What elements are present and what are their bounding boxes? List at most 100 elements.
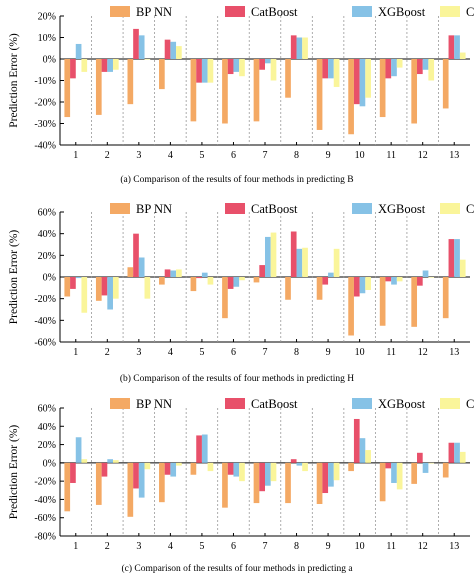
- bar-cnn-2: [112, 59, 119, 70]
- bar-bp-nn-6: [222, 277, 228, 319]
- legend-label: CatBoost: [251, 5, 298, 19]
- legend-swatch: [440, 6, 460, 17]
- bar-catboost-7: [259, 462, 265, 492]
- x-tick-label: 6: [231, 347, 236, 358]
- chart-panel-2: -60% -40% -20% 0% 20% 40% 60% Prediction Error …: [8, 202, 474, 384]
- bar-catboost-8: [290, 35, 297, 59]
- bar-xgboost-8: [296, 37, 303, 59]
- x-tick-label: 5: [199, 347, 204, 358]
- bar-catboost-6: [227, 277, 234, 289]
- bar-catboost-1: [70, 277, 76, 289]
- bar-cnn-9: [333, 59, 340, 87]
- bar-bp-nn-9: [316, 277, 323, 300]
- bar-catboost-12: [417, 277, 423, 286]
- y-tick-label: -40%: [34, 141, 56, 152]
- bar-catboost-11: [385, 59, 392, 79]
- figure-caption: (c) Comparison of the results of four me…: [121, 563, 353, 574]
- bar-xgboost-13: [454, 239, 460, 277]
- y-tick-label: -40%: [34, 316, 56, 327]
- bar-cnn-3: [144, 59, 151, 60]
- x-tick-label: 2: [105, 347, 110, 358]
- y-tick-label: -60%: [34, 338, 56, 349]
- bar-bp-nn-4: [159, 277, 165, 285]
- legend-label: CatBoost: [251, 397, 298, 411]
- bar-xgboost-10: [359, 438, 366, 463]
- y-axis-title: Prediction Error (%): [8, 425, 20, 520]
- x-tick-label: 3: [136, 347, 141, 358]
- bar-bp-nn-8: [285, 59, 291, 98]
- x-tick-label: 13: [449, 541, 459, 552]
- legend-label: CNN: [466, 397, 474, 411]
- bar-catboost-6: [227, 59, 234, 75]
- bar-bp-nn-10: [348, 462, 354, 472]
- bar-xgboost-7: [265, 59, 271, 64]
- bar-xgboost-2: [107, 277, 113, 310]
- x-tick-label: 4: [168, 347, 173, 358]
- x-tick-label: 10: [355, 150, 365, 161]
- bar-xgboost-4: [170, 270, 177, 277]
- bar-cnn-3: [144, 462, 151, 470]
- bar-cnn-7: [270, 232, 277, 277]
- y-tick-label: 0%: [43, 458, 56, 469]
- bar-xgboost-1: [75, 277, 82, 279]
- x-tick-label: 7: [263, 541, 268, 552]
- x-tick-label: 7: [263, 150, 268, 161]
- legend-swatch: [440, 203, 460, 214]
- bar-cnn-13: [459, 451, 466, 463]
- legend-swatch: [225, 398, 245, 409]
- bar-bp-nn-13: [442, 277, 449, 319]
- bar-bp-nn-2: [95, 462, 102, 505]
- bar-cnn-2: [112, 277, 119, 299]
- bar-cnn-11: [396, 462, 403, 490]
- x-tick-label: 1: [73, 150, 78, 161]
- x-tick-label: 13: [449, 347, 459, 358]
- legend-swatch: [110, 203, 130, 214]
- bar-catboost-9: [322, 462, 329, 494]
- bar-xgboost-6: [233, 277, 240, 287]
- bar-cnn-7: [270, 462, 277, 482]
- bar-bp-nn-3: [127, 59, 134, 105]
- y-tick-label: 20%: [38, 251, 56, 262]
- bar-bp-nn-10: [348, 59, 354, 135]
- bar-catboost-13: [448, 442, 455, 463]
- bar-xgboost-13: [454, 35, 460, 59]
- bar-xgboost-10: [359, 277, 366, 294]
- bar-cnn-13: [459, 52, 466, 59]
- bar-cnn-9: [333, 248, 340, 277]
- bar-cnn-4: [176, 269, 182, 277]
- bar-catboost-3: [133, 462, 139, 489]
- x-tick-label: 3: [136, 150, 141, 161]
- bar-bp-nn-2: [95, 277, 102, 301]
- bar-xgboost-1: [75, 437, 82, 463]
- bar-cnn-13: [459, 259, 466, 277]
- bar-catboost-1: [70, 462, 76, 483]
- bar-catboost-1: [70, 59, 76, 79]
- x-tick-label: 4: [168, 541, 173, 552]
- bar-xgboost-6: [233, 59, 240, 72]
- legend-swatch: [110, 6, 130, 17]
- bar-bp-nn-7: [253, 462, 260, 504]
- legend-swatch: [352, 203, 372, 214]
- bar-bp-nn-2: [95, 59, 102, 115]
- bar-xgboost-12: [422, 462, 429, 473]
- y-tick-label: 40%: [38, 229, 56, 240]
- bar-xgboost-10: [359, 59, 366, 107]
- bar-xgboost-3: [138, 35, 145, 59]
- bar-cnn-6: [239, 59, 245, 77]
- bar-catboost-8: [290, 231, 297, 277]
- x-tick-label: 8: [294, 347, 299, 358]
- bar-catboost-6: [227, 462, 234, 475]
- bar-catboost-11: [385, 462, 392, 469]
- chart-panel-1: -40% -30% -20% -10% 0% 10% 20% Prediction Error…: [8, 5, 474, 185]
- bar-catboost-9: [322, 59, 329, 79]
- bar-xgboost-9: [328, 272, 334, 277]
- bar-catboost-7: [259, 59, 265, 70]
- bar-bp-nn-1: [64, 277, 71, 297]
- x-tick-label: 9: [326, 347, 331, 358]
- x-tick-label: 4: [168, 150, 173, 161]
- bar-xgboost-9: [328, 462, 334, 487]
- bar-cnn-10: [365, 277, 371, 290]
- x-tick-label: 9: [326, 150, 331, 161]
- bar-catboost-5: [196, 277, 202, 279]
- bar-catboost-13: [448, 35, 455, 59]
